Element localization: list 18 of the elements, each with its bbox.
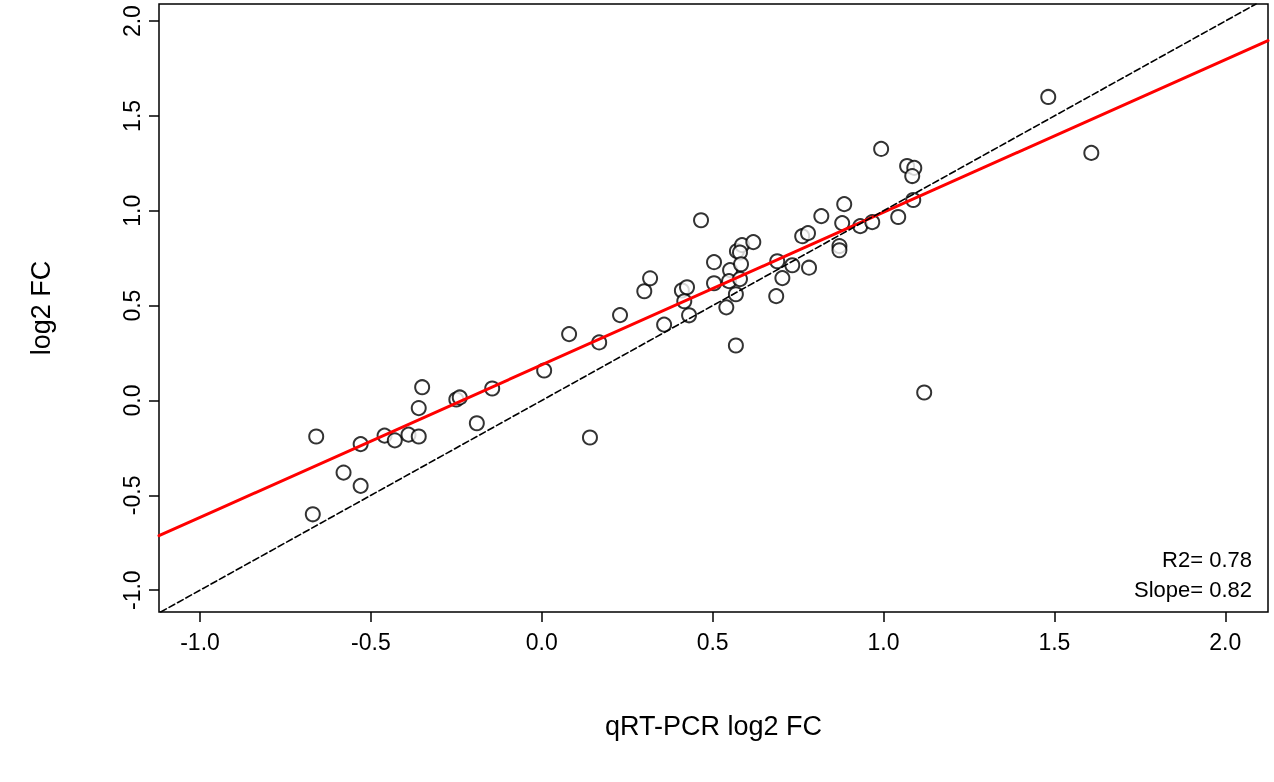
x-tick-label: -0.5: [351, 628, 391, 655]
x-tick-label: 2.0: [1209, 628, 1242, 655]
y-tick-label: -1.0: [118, 570, 145, 610]
x-tick-label: 1.0: [867, 628, 900, 655]
y-tick-label: 1.0: [118, 194, 145, 227]
x-tick-label: 0.0: [525, 628, 558, 655]
x-tick-label: -1.0: [180, 628, 220, 655]
y-tick-label: 0.5: [118, 289, 145, 322]
x-axis-title: qRT-PCR log2 FC: [604, 710, 823, 741]
y-tick-label: 0.0: [118, 384, 145, 417]
y-tick-label: 2.0: [118, 5, 145, 38]
annotation: R2= 0.78: [1162, 546, 1252, 572]
y-axis-title: log2 FC: [25, 260, 56, 356]
y-tick-label: 1.5: [118, 99, 145, 132]
x-tick-label: 0.5: [696, 628, 729, 655]
annotation: Slope= 0.82: [1133, 576, 1252, 602]
x-tick-label: 1.5: [1038, 628, 1071, 655]
y-tick-label: -0.5: [118, 475, 145, 516]
